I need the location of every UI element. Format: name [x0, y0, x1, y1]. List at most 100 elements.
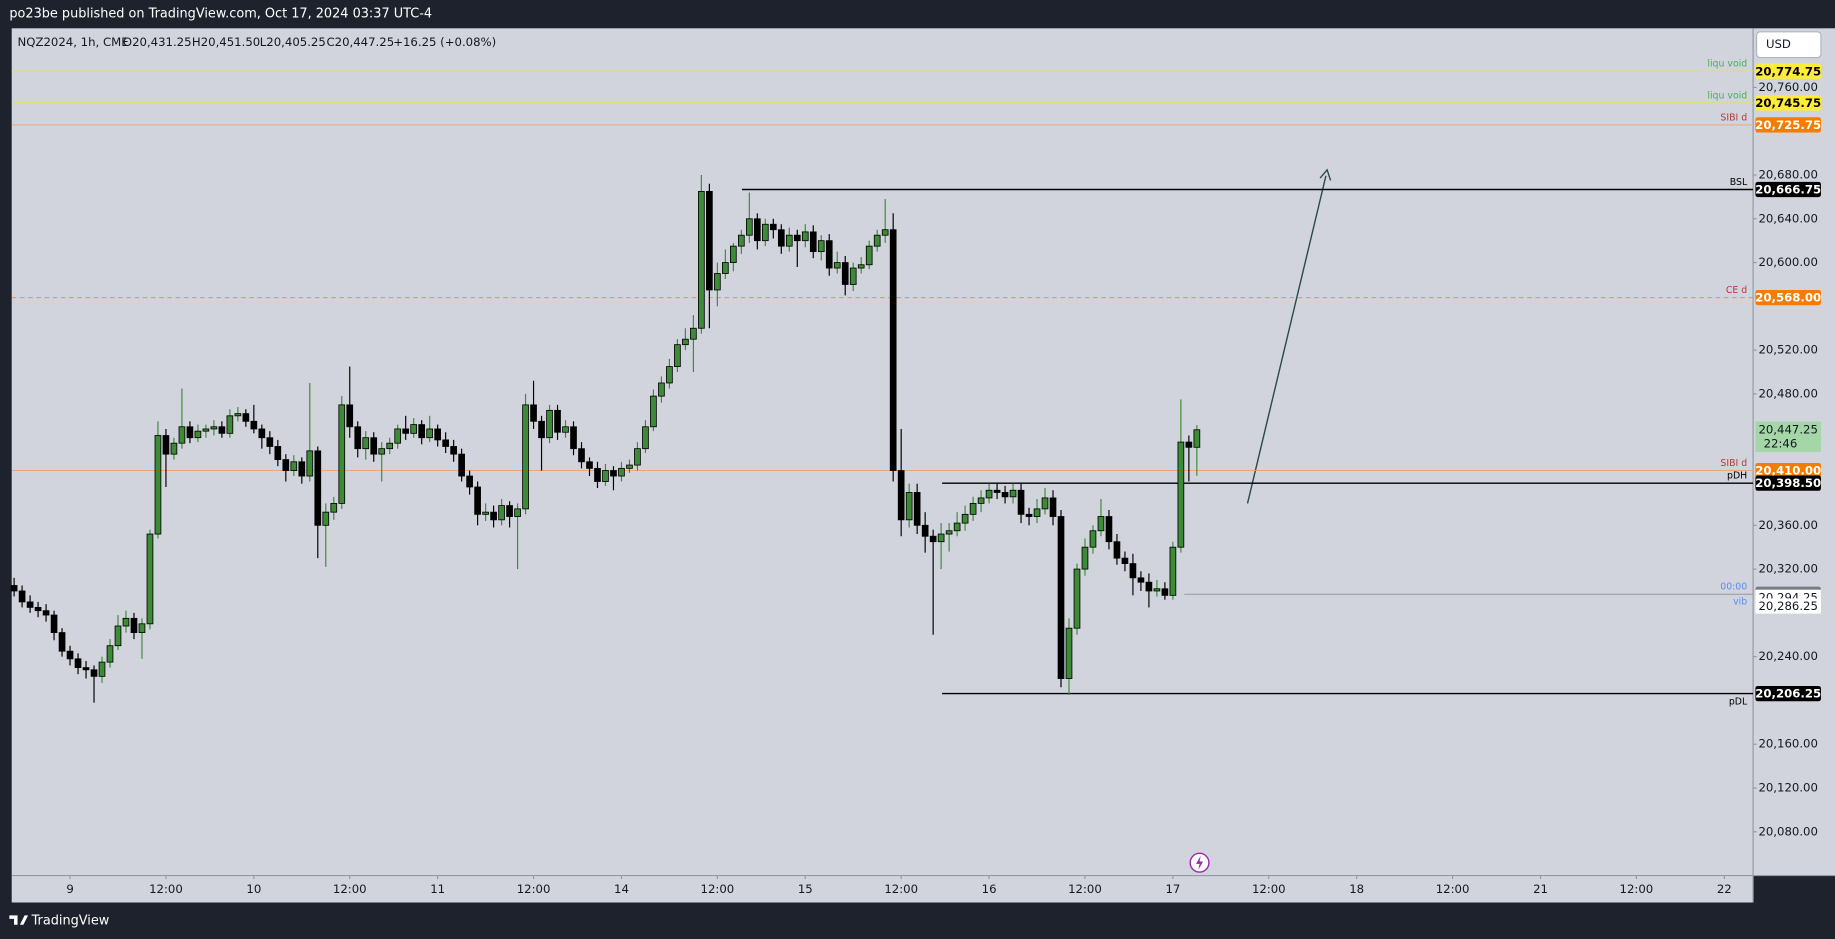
candle-body	[953, 522, 961, 532]
level-label: pDH	[1727, 471, 1747, 482]
candle-body	[242, 413, 250, 422]
candle-body	[977, 497, 985, 504]
price-tag	[1755, 462, 1821, 479]
candle-body	[562, 426, 569, 433]
candle-body	[434, 428, 441, 441]
price-tag-label: 20,725.75	[1755, 118, 1821, 132]
candle-body	[290, 461, 298, 471]
y-tick-label: 20,520.00	[1758, 343, 1817, 357]
candle-body	[394, 428, 402, 444]
candle-body	[1041, 497, 1049, 510]
candle-body	[330, 502, 338, 513]
candle-body	[250, 420, 258, 430]
y-tick-label: 20,120.00	[1758, 781, 1817, 795]
candle-body	[186, 426, 194, 439]
countdown: 22:46	[1764, 436, 1798, 450]
legend-low: L20,405.25	[260, 35, 326, 49]
level-label: vib	[1733, 596, 1747, 607]
candle-body	[985, 489, 993, 499]
candle-body	[626, 464, 633, 469]
logo-icon	[9, 915, 29, 925]
level-label: 00:00	[1720, 582, 1747, 593]
candle-body	[937, 533, 945, 543]
candle-body	[666, 366, 673, 384]
candle-body	[194, 430, 202, 439]
candle-body	[1145, 581, 1153, 592]
candle-body	[130, 617, 138, 633]
candle-body	[913, 492, 921, 526]
candle-body	[809, 231, 817, 253]
candle-body	[18, 590, 26, 603]
candle-body	[154, 435, 162, 535]
candle-body	[1113, 541, 1121, 559]
candle-body	[722, 262, 729, 274]
price-tags: 20,774.75 20,745.75 20,725.75 20,666.75 20,5…	[1755, 63, 1821, 702]
price-tag	[1755, 475, 1821, 491]
candle-body	[1121, 557, 1129, 565]
candle-body	[210, 426, 218, 430]
currency[interactable]: USD	[1766, 37, 1791, 51]
candle-body	[506, 505, 513, 517]
price-tag-label: 20,568.00	[1755, 291, 1821, 305]
candle-body	[905, 492, 913, 521]
candle-body	[594, 467, 601, 482]
candle-body	[314, 450, 322, 526]
candle-body	[1073, 568, 1081, 629]
candle-body	[442, 439, 449, 447]
x-tick-label: 12:00	[701, 882, 735, 896]
candle-body	[482, 511, 489, 515]
plot-area	[11, 28, 1754, 876]
candle-body	[857, 264, 865, 269]
candle-body	[162, 435, 170, 455]
x-tick-label: 12:00	[1436, 882, 1470, 896]
price-tag-label: 20,410.00	[1755, 464, 1821, 478]
candle-body	[362, 437, 370, 450]
candle-body	[546, 409, 553, 439]
candle-body	[50, 614, 58, 633]
candle-body	[146, 533, 154, 625]
candle-body	[258, 428, 266, 439]
legend-high: H20,451.50	[192, 35, 260, 49]
currency-button[interactable]	[1756, 31, 1822, 59]
candle-body	[234, 413, 242, 417]
candle-body	[418, 424, 426, 439]
price-tag-label: 20,666.75	[1755, 183, 1821, 197]
x-tick-label: 21	[1533, 882, 1548, 896]
candle-body	[1017, 489, 1025, 515]
header: po23be published on TradingView.com, Oct…	[9, 7, 432, 22]
candle-body	[354, 426, 362, 450]
candle-body	[66, 650, 74, 660]
candle-body	[602, 470, 609, 482]
last-price-label: 20,447.25	[1758, 422, 1817, 436]
candle-body	[58, 632, 66, 652]
price-tag	[1755, 95, 1821, 111]
candle-body	[777, 229, 785, 247]
price-tag	[1755, 289, 1821, 306]
candle-body	[498, 505, 505, 521]
candle-body	[761, 223, 769, 242]
candle-body	[961, 513, 969, 524]
candle-body	[586, 461, 593, 469]
candle-body	[426, 428, 434, 439]
candle-body	[106, 645, 114, 663]
candle-body	[674, 344, 681, 367]
price-tag-label: 20,286.25	[1758, 599, 1817, 613]
candle-body	[618, 467, 625, 477]
level-label: liqu void	[1707, 59, 1747, 70]
candle-body	[386, 442, 394, 450]
candle-body	[769, 223, 777, 231]
price-tag	[1755, 117, 1821, 133]
candle-body	[1065, 627, 1073, 679]
x-tick-label: 17	[1165, 882, 1180, 896]
candle-body	[993, 489, 1001, 493]
x-tick-label: 11	[430, 882, 445, 896]
candle-body	[458, 453, 465, 477]
candle-body	[522, 404, 529, 510]
candle-body	[921, 524, 929, 537]
candle-body	[298, 461, 306, 477]
y-tick-label: 20,760.00	[1758, 80, 1817, 94]
candle-body	[1185, 441, 1193, 448]
candle-body	[1169, 546, 1177, 596]
price-tag	[1755, 685, 1821, 702]
candle-body	[554, 409, 561, 433]
